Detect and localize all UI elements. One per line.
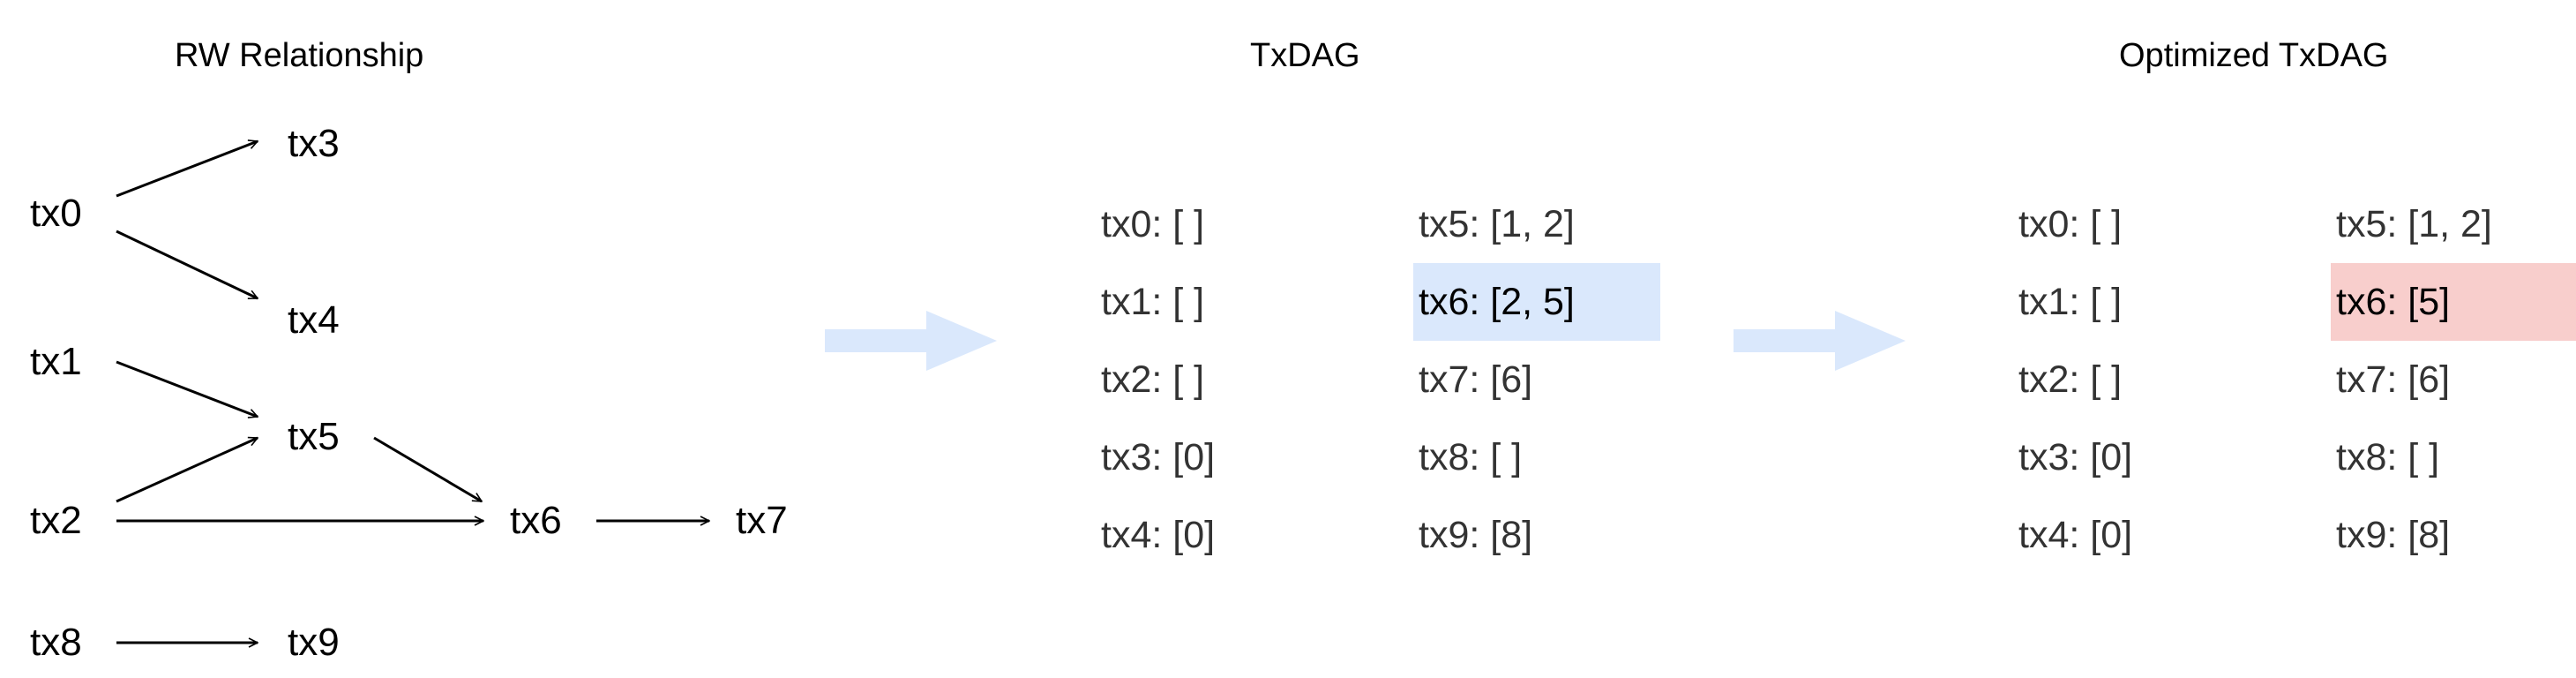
- block-arrow-1: [825, 311, 997, 371]
- optimized-entry: tx3: [0]: [2018, 436, 2133, 478]
- optimized-entry: tx4: [0]: [2018, 514, 2133, 556]
- node-tx4: tx4: [288, 298, 340, 342]
- edge-tx5-tx6: [373, 436, 482, 503]
- optimized-entry: tx5: [1, 2]: [2336, 203, 2492, 245]
- edge-tx2-tx5: [116, 436, 258, 503]
- optimized-entry: tx0: [ ]: [2018, 203, 2123, 245]
- node-tx2: tx2: [30, 499, 82, 542]
- txdag-highlight: [1413, 263, 1660, 341]
- optimized-entry: tx9: [8]: [2336, 514, 2451, 556]
- node-tx8: tx8: [30, 621, 82, 664]
- rw-edges: [116, 141, 709, 643]
- title-txdag: TxDAG: [1250, 37, 1360, 74]
- txdag-entry: tx8: [ ]: [1419, 436, 1523, 478]
- txdag-entry: tx7: [6]: [1419, 358, 1533, 401]
- txdag-entry: tx0: [ ]: [1101, 203, 1205, 245]
- optimized-entry: tx2: [ ]: [2018, 358, 2123, 401]
- txdag-entry: tx3: [0]: [1101, 436, 1216, 478]
- node-tx7: tx7: [736, 499, 788, 542]
- txdag-entry: tx1: [ ]: [1101, 281, 1205, 323]
- optimized-entry: tx8: [ ]: [2336, 436, 2440, 478]
- block-arrow-2: [1734, 311, 1906, 371]
- node-tx0: tx0: [30, 192, 82, 235]
- title-rw-relationship: RW Relationship: [175, 37, 424, 74]
- edge-tx0-tx4: [116, 230, 258, 300]
- txdag-entry: tx4: [0]: [1101, 514, 1216, 556]
- optimized-entry: tx7: [6]: [2336, 358, 2451, 401]
- node-tx5: tx5: [288, 415, 340, 458]
- node-tx1: tx1: [30, 340, 82, 383]
- optimized-highlight: [2331, 263, 2576, 341]
- title-optimized-txdag: Optimized TxDAG: [2119, 37, 2389, 74]
- txdag-entry: tx9: [8]: [1419, 514, 1533, 556]
- txdag-entry: tx2: [ ]: [1101, 358, 1205, 401]
- txdag-entry-highlighted: tx6: [2, 5]: [1419, 281, 1575, 323]
- node-tx6: tx6: [510, 499, 562, 542]
- optimized-entry-highlighted: tx6: [5]: [2336, 281, 2451, 323]
- edge-tx0-tx3: [116, 141, 258, 198]
- optimized-entry: tx1: [ ]: [2018, 281, 2123, 323]
- edge-tx1-tx5: [116, 360, 258, 417]
- txdag-entry: tx5: [1, 2]: [1419, 203, 1575, 245]
- node-tx3: tx3: [288, 122, 340, 165]
- node-tx9: tx9: [288, 621, 340, 664]
